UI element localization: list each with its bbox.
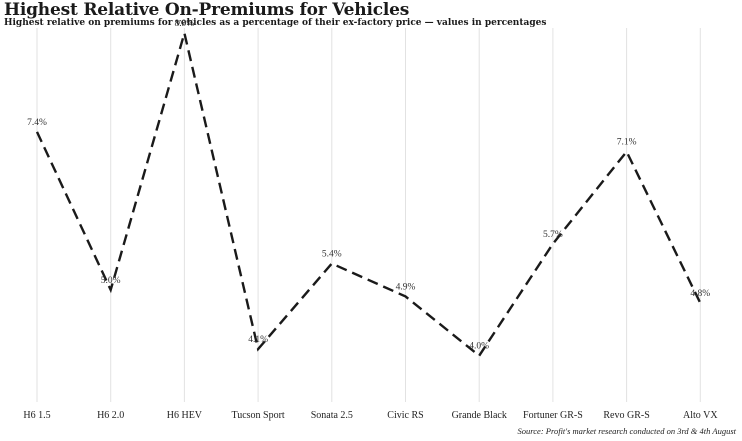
gridlines bbox=[36, 28, 701, 402]
data-labels: 7.4% 5.0% 8.9% 4.1% 5.4% 4.9% 4.0% 5.7% 7.1% 4.8% bbox=[27, 19, 710, 352]
data-label: 4.9% bbox=[396, 282, 416, 292]
x-tick-label: Grande Black bbox=[452, 410, 507, 421]
x-tick-label: H6 HEV bbox=[167, 410, 203, 421]
data-label: 4.0% bbox=[469, 342, 489, 352]
series-line bbox=[35, 28, 702, 358]
data-label: 5.7% bbox=[543, 230, 563, 240]
data-label: 5.0% bbox=[101, 276, 121, 286]
data-label: 4.8% bbox=[690, 289, 710, 299]
x-axis-ticks: H6 1.5 H6 2.0 H6 HEV Tucson Sport Sonata 2.5… bbox=[23, 410, 718, 421]
x-tick-label: H6 2.0 bbox=[97, 410, 124, 421]
x-tick-label: Revo GR-S bbox=[603, 410, 649, 421]
chart-title: Highest Relative On-Premiums for Vehicle… bbox=[4, 0, 410, 20]
data-label: 7.1% bbox=[617, 138, 637, 148]
x-tick-label: Fortuner GR-S bbox=[523, 410, 583, 421]
data-label: 8.9% bbox=[175, 19, 195, 29]
x-tick-label: Civic RS bbox=[387, 410, 423, 421]
x-tick-label: Sonata 2.5 bbox=[311, 410, 353, 421]
x-tick-label: Tucson Sport bbox=[231, 410, 284, 421]
x-tick-label: H6 1.5 bbox=[23, 410, 50, 421]
chart-subtitle: Highest relative on premiums for vehicle… bbox=[4, 18, 547, 28]
x-tick-label: Alto VX bbox=[683, 410, 718, 421]
data-label: 5.4% bbox=[322, 250, 342, 260]
source-note: Source: Profit's market research conduct… bbox=[517, 426, 736, 436]
data-label: 4.1% bbox=[248, 335, 268, 345]
data-label: 7.4% bbox=[27, 118, 47, 128]
